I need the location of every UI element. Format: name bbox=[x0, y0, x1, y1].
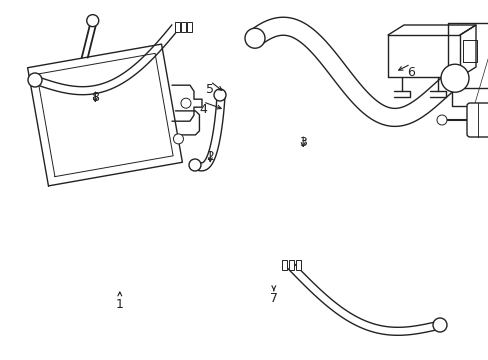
Circle shape bbox=[189, 159, 201, 171]
Circle shape bbox=[86, 15, 99, 27]
Circle shape bbox=[244, 28, 264, 48]
Text: 7: 7 bbox=[269, 292, 277, 305]
Circle shape bbox=[28, 73, 42, 87]
Text: 8: 8 bbox=[91, 91, 99, 104]
Bar bbox=[186, 22, 192, 32]
Text: 2: 2 bbox=[206, 150, 214, 163]
FancyBboxPatch shape bbox=[466, 103, 488, 137]
Circle shape bbox=[173, 134, 183, 144]
Circle shape bbox=[440, 64, 468, 92]
Circle shape bbox=[436, 115, 446, 125]
Bar bbox=[288, 260, 293, 270]
Text: 6: 6 bbox=[406, 66, 414, 78]
Bar bbox=[282, 260, 286, 270]
Bar bbox=[175, 22, 180, 32]
Bar bbox=[295, 260, 301, 270]
Circle shape bbox=[181, 98, 191, 108]
Text: 4: 4 bbox=[199, 103, 206, 116]
Text: 5: 5 bbox=[206, 83, 214, 96]
Circle shape bbox=[432, 318, 446, 332]
Text: 3: 3 bbox=[299, 136, 306, 149]
Bar bbox=[181, 22, 185, 32]
Text: 1: 1 bbox=[116, 298, 123, 311]
Circle shape bbox=[214, 89, 225, 101]
